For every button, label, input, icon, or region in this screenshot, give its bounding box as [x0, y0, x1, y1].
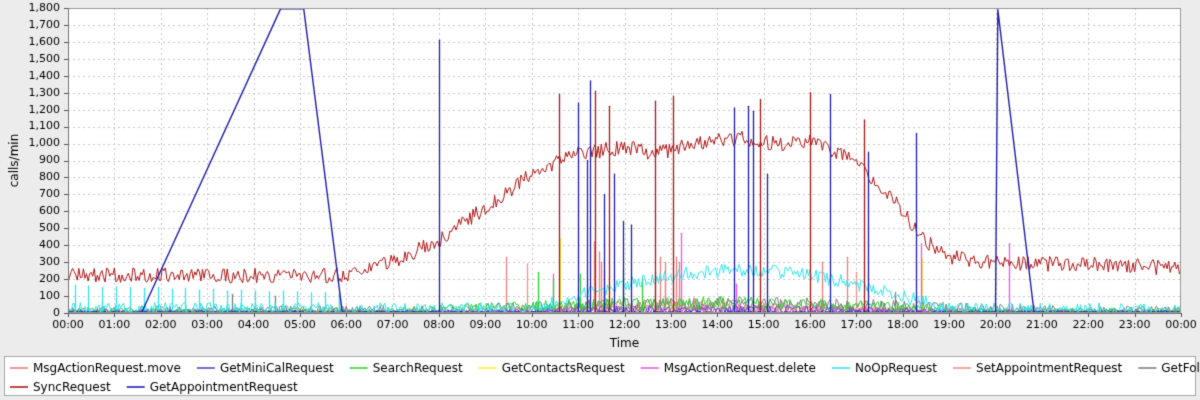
- chart-figure: calls/min Time 0100200300400500600700800…: [0, 0, 1200, 400]
- timeseries-chart-canvas: [0, 0, 1200, 400]
